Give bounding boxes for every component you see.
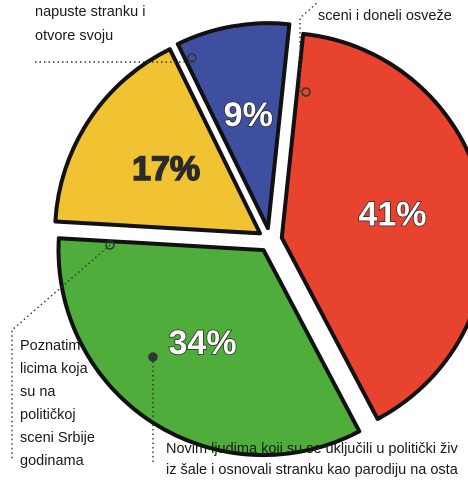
value-label: 17%	[132, 150, 200, 188]
annotation: sceni i doneli osveže	[318, 8, 452, 24]
annotation-line: licima koja	[20, 361, 89, 377]
pie	[53, 21, 468, 458]
annotation-line: iz šale i osnovali stranku kao parodiju …	[166, 462, 459, 478]
annotation-line: političkoj	[20, 407, 76, 423]
pie-slice	[53, 47, 263, 236]
pie-slice	[279, 31, 468, 421]
leader-dot	[187, 53, 197, 63]
leader-dot	[105, 240, 115, 250]
annotation-line: Poznatim	[20, 338, 80, 354]
annotation: Poznatim licima koja su na političkoj sc…	[20, 338, 99, 469]
pie-slice	[56, 236, 362, 458]
annotation: napuste stranku i otvore svoju	[35, 4, 149, 44]
annotation-line: napuste stranku i	[35, 4, 145, 20]
annotation-line: godinama	[20, 453, 85, 469]
annotation-line: otvore svoju	[35, 28, 113, 44]
leader-line	[299, 1, 319, 92]
annotation-line: sceni Srbije	[20, 430, 95, 446]
annotation-line: sceni i doneli osveže	[318, 8, 452, 24]
annotation-line: su na	[20, 384, 56, 400]
leader-dot	[301, 87, 311, 97]
value-label: 34%	[169, 324, 237, 362]
pie-slice	[175, 21, 292, 231]
leader-dot	[148, 352, 158, 362]
value-label: 9%	[224, 96, 273, 134]
value-label: 41%	[358, 195, 426, 233]
annotation-line: Novim ljudima koji su se uključili u pol…	[166, 441, 458, 457]
leader-line	[11, 244, 111, 460]
annotation: Novim ljudima koji su se uključili u pol…	[166, 441, 462, 478]
